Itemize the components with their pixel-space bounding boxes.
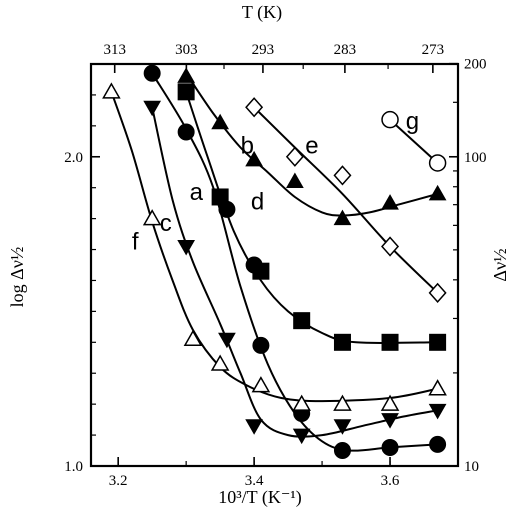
series-c-point	[333, 419, 352, 435]
top-tick-label: 283	[334, 42, 357, 58]
series-f-point	[210, 354, 230, 371]
right-axis-title: Δν½	[490, 248, 510, 281]
curve-label-f: f	[132, 229, 139, 256]
series-f-point	[102, 82, 121, 99]
series-g-curve	[389, 118, 439, 164]
series-c-point	[381, 413, 399, 429]
series-d-point	[429, 333, 447, 351]
series-f-point	[142, 209, 162, 226]
series-c-point	[245, 419, 263, 435]
series-b-point	[333, 209, 352, 226]
curve-label-d: d	[251, 188, 264, 215]
series-a-curve	[151, 72, 438, 452]
series-d-point	[177, 83, 195, 101]
series-g-point	[381, 110, 399, 129]
series-d-point	[293, 312, 311, 330]
series-c-curve	[151, 107, 438, 438]
curve-label-e: e	[305, 133, 318, 160]
series-e-point	[285, 146, 304, 167]
series-f-point	[292, 394, 311, 411]
series-c-point	[428, 403, 447, 420]
x-tick-label: 3.4	[245, 473, 264, 489]
series-c-point	[292, 428, 311, 445]
top-tick-label: 293	[252, 42, 275, 58]
series-b-point	[286, 172, 304, 189]
ticks-layer: 3.2 3.4 3.6 1.0 2.0 313 303 293 283 273 10 100 200	[64, 42, 486, 489]
series-f-point	[380, 394, 400, 411]
x-axis-title: 10³/T (K⁻¹)	[218, 487, 301, 508]
x-tick-label: 3.2	[109, 473, 128, 489]
series-d-point	[211, 188, 229, 206]
series-e-point	[381, 236, 400, 257]
top-tick-label: 273	[422, 42, 445, 58]
series-f-point	[428, 379, 447, 396]
series-b-point	[177, 67, 196, 83]
series-b-point	[428, 184, 447, 201]
series-b-point	[245, 150, 263, 167]
series-e-point	[333, 165, 352, 186]
series-d-point	[381, 333, 399, 351]
x-tick-label: 3.6	[381, 473, 400, 489]
series-e-point	[245, 97, 264, 118]
series-c-point	[218, 332, 236, 349]
y-tick-label: 1.0	[64, 459, 83, 475]
series-f-point	[183, 329, 203, 346]
series-d-curve	[185, 91, 438, 345]
right-tick-label: 200	[464, 57, 487, 73]
top-tick-label: 303	[175, 42, 198, 58]
y-axis-title: log Δν½	[7, 247, 27, 308]
curve-label-g: g	[406, 108, 419, 135]
series-b-point	[381, 194, 399, 210]
plot-frame	[89, 62, 460, 468]
right-tick-label: 10	[464, 459, 479, 475]
right-tick-label: 100	[464, 150, 487, 166]
series-d-point	[333, 333, 351, 351]
series-a-point	[177, 123, 195, 141]
y-tick-label: 2.0	[64, 150, 83, 166]
series-d-point	[252, 262, 270, 280]
series-f-point	[251, 376, 271, 393]
series-c-point	[143, 100, 162, 117]
top-axis-title: T (K)	[242, 2, 282, 23]
series-g-point	[428, 154, 447, 172]
series-a-point	[252, 336, 270, 354]
series-f-point	[333, 394, 352, 411]
curves-layer	[110, 72, 439, 452]
series-b-point	[211, 113, 229, 130]
markers-layer	[102, 64, 447, 460]
series-c-point	[177, 239, 196, 256]
series-a-point	[429, 435, 447, 453]
curve-labels-layer: a b c d e f g	[132, 108, 419, 256]
series-a-point	[381, 438, 399, 456]
series-e-point	[428, 282, 447, 303]
curve-label-c: c	[160, 210, 172, 237]
series-a-point	[143, 64, 161, 82]
curve-label-a: a	[190, 179, 204, 206]
series-a-point	[333, 442, 351, 460]
curve-label-b: b	[241, 133, 254, 160]
series-e-curve	[253, 106, 439, 294]
top-tick-label: 313	[103, 42, 126, 58]
